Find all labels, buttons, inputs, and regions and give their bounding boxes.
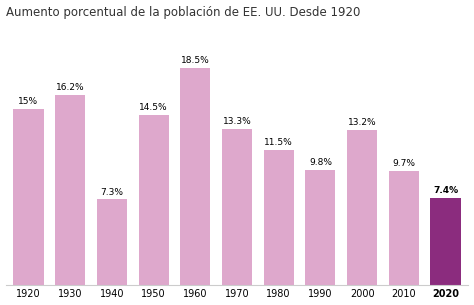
Text: 16.2%: 16.2% [56,83,84,92]
Text: 15%: 15% [18,97,38,106]
Text: 7.4%: 7.4% [433,186,458,195]
Text: Aumento porcentual de la población de EE. UU. Desde 1920: Aumento porcentual de la población de EE… [6,5,360,19]
Bar [347,130,377,285]
Text: 14.5%: 14.5% [139,103,168,112]
Bar [264,150,294,285]
Bar [180,68,210,285]
Text: 13.3%: 13.3% [223,117,251,126]
Bar [305,170,336,285]
Bar [138,115,169,285]
Bar [13,109,44,285]
Text: 9.8%: 9.8% [309,158,332,167]
Bar [55,95,85,285]
Bar [222,129,252,285]
Bar [389,171,419,285]
Text: 9.7%: 9.7% [392,159,415,168]
Text: 13.2%: 13.2% [348,118,376,127]
Text: 18.5%: 18.5% [181,56,210,65]
Bar [97,199,127,285]
Text: 7.3%: 7.3% [100,188,123,196]
Bar [430,198,461,285]
Text: 11.5%: 11.5% [264,138,293,147]
